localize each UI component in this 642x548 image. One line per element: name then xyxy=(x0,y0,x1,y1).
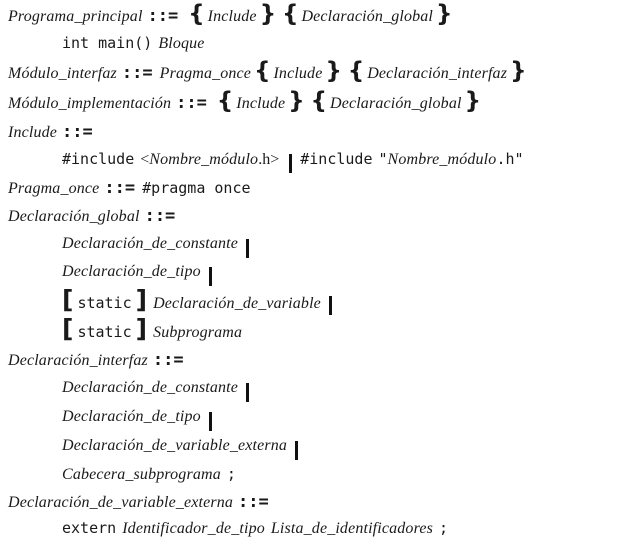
nonterminal-nombre-modulo: Nombre_módulo xyxy=(149,151,259,168)
nonterminal-declaracion-interfaz: Declaración_interfaz xyxy=(8,352,148,369)
assign-operator: ::= xyxy=(238,492,269,512)
rule-declaracion-de-variable-externa-cont: extern Identificador_de_tipo Lista_de_id… xyxy=(62,519,448,543)
brace-open: { xyxy=(347,58,365,84)
bracket-close: ] xyxy=(135,314,148,343)
nonterminal-declaracion-de-tipo: Declaración_de_tipo xyxy=(62,263,201,280)
brace-open: { xyxy=(254,58,271,84)
nonterminal-lista-de-identificadores: Lista_de_identificadores xyxy=(270,520,433,537)
keyword-extern: extern xyxy=(62,519,117,537)
alt-declaracion-de-constante: Declaración_de_constante xyxy=(62,235,257,259)
nonterminal-modulo-interfaz: Módulo_interfaz xyxy=(8,65,117,82)
alt-declaracion-de-tipo: Declaración_de_tipo xyxy=(62,263,220,287)
nonterminal-declaracion-de-variable-externa: Declaración_de_variable_externa xyxy=(8,494,234,511)
nonterminal-include-ref: Include xyxy=(207,8,257,25)
nonterminal-declaracion-de-variable-externa: Declaración_de_variable_externa xyxy=(62,437,288,454)
brace-close: } xyxy=(288,88,305,114)
brace-close: } xyxy=(464,88,481,114)
keyword-pragma-once: #pragma once xyxy=(142,179,251,197)
bracket-open: [ xyxy=(62,285,74,314)
assign-operator: ::= xyxy=(147,6,179,26)
assign-operator: ::= xyxy=(62,122,93,142)
nonterminal-programa-principal: Programa_principal xyxy=(8,8,143,25)
semicolon: ; xyxy=(438,519,449,537)
nonterminal-declaracion-de-variable: Declaración_de_variable xyxy=(153,295,321,312)
rule-modulo-interfaz: Módulo_interfaz ::= Pragma_once { Includ… xyxy=(8,58,529,87)
rule-include-alternatives: #include < Nombre_módulo .h> #include " … xyxy=(62,150,524,174)
nonterminal-include-ref: Include xyxy=(236,95,286,112)
rule-modulo-implementacion: Módulo_implementación ::= { Include } { … xyxy=(8,88,484,117)
alternative-bar xyxy=(289,153,293,173)
rule-programa-principal-cont: int main() Bloque xyxy=(62,34,205,58)
brace-open: { xyxy=(216,88,234,114)
brace-open: { xyxy=(310,88,327,114)
quote-close: .h" xyxy=(496,150,524,168)
semicolon: ; xyxy=(226,465,236,483)
assign-operator: ::= xyxy=(121,63,153,83)
alt-cabecera-subprograma: Cabecera_subprograma ; xyxy=(62,465,236,489)
nonterminal-declaracion-global: Declaración_global xyxy=(8,208,140,225)
keyword-static: static xyxy=(77,294,132,312)
nonterminal-nombre-modulo: Nombre_módulo xyxy=(387,151,497,168)
rule-declaracion-interfaz: Declaración_interfaz ::= xyxy=(8,350,191,374)
nonterminal-modulo-implementacion: Módulo_implementación xyxy=(8,95,172,112)
alt-static-declaracion-de-variable: [ static ] Declaración_de_variable xyxy=(62,285,340,316)
brace-close: } xyxy=(436,1,453,27)
alternative-bar xyxy=(328,295,332,315)
bracket-open: [ xyxy=(62,314,74,343)
brace-close: } xyxy=(259,1,277,27)
nonterminal-pragma-once: Pragma_once xyxy=(8,180,100,197)
nonterminal-subprograma: Subprograma xyxy=(153,324,243,341)
alt-declaracion-de-tipo: Declaración_de_tipo xyxy=(62,408,220,432)
keyword-include: #include xyxy=(62,150,135,168)
assign-operator: ::= xyxy=(176,93,207,113)
nonterminal-pragma-once-ref: Pragma_once xyxy=(159,65,252,82)
nonterminal-declaracion-de-constante: Declaración_de_constante xyxy=(62,379,238,396)
angle-open: < xyxy=(140,151,150,168)
nonterminal-declaracion-interfaz-ref: Declaración_interfaz xyxy=(367,65,508,82)
keyword-include: #include xyxy=(300,150,373,168)
alternative-bar xyxy=(208,411,212,431)
assign-operator: ::= xyxy=(104,178,136,198)
alt-static-subprograma: [ static ] Subprograma xyxy=(62,314,243,345)
brace-open: { xyxy=(188,1,205,27)
nonterminal-declaracion-de-tipo: Declaración_de_tipo xyxy=(62,408,201,425)
nonterminal-cabecera-subprograma: Cabecera_subprograma xyxy=(62,466,221,483)
rule-programa-principal: Programa_principal ::= { Include } { Dec… xyxy=(8,1,455,30)
alternative-bar xyxy=(246,382,249,402)
nonterminal-identificador-de-tipo: Identificador_de_tipo xyxy=(122,520,265,537)
nonterminal-include: Include xyxy=(8,124,58,141)
quote-open: " xyxy=(378,150,388,168)
bracket-close: ] xyxy=(135,285,148,314)
alt-declaracion-de-variable-externa: Declaración_de_variable_externa xyxy=(62,437,306,461)
rule-include: Include ::= xyxy=(8,122,100,146)
rule-declaracion-global: Declaración_global ::= xyxy=(8,206,182,230)
keyword-main-signature: int main() xyxy=(62,34,153,52)
assign-operator: ::= xyxy=(152,350,184,370)
brace-close: } xyxy=(510,58,527,84)
nonterminal-include-ref: Include xyxy=(273,65,323,82)
brace-close: } xyxy=(325,58,342,84)
alternative-bar xyxy=(246,238,249,258)
nonterminal-bloque: Bloque xyxy=(158,35,205,52)
keyword-static: static xyxy=(77,323,132,341)
alternative-bar xyxy=(295,440,299,460)
nonterminal-declaracion-global-ref: Declaración_global xyxy=(301,8,434,25)
assign-operator: ::= xyxy=(144,206,176,226)
rule-declaracion-de-variable-externa: Declaración_de_variable_externa ::= xyxy=(8,492,276,516)
alternative-bar xyxy=(208,266,212,286)
nonterminal-declaracion-de-constante: Declaración_de_constante xyxy=(62,235,238,252)
nonterminal-declaracion-global-ref: Declaración_global xyxy=(330,95,462,112)
rule-pragma-once: Pragma_once ::= #pragma once xyxy=(8,178,251,202)
alt-declaracion-de-constante: Declaración_de_constante xyxy=(62,379,257,403)
brace-open: { xyxy=(282,1,299,27)
angle-close: .h> xyxy=(258,151,280,168)
